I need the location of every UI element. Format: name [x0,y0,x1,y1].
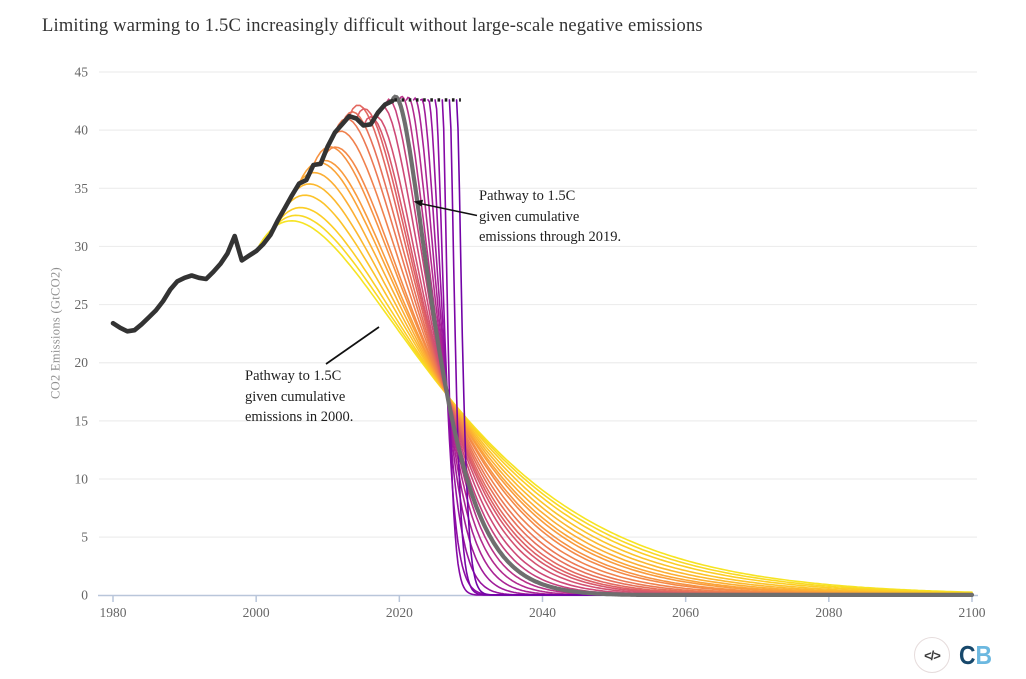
cb-wordmark: CB [959,640,992,671]
x-tick-label: 2040 [529,605,556,620]
annotation-line: emissions in 2000. [245,409,354,425]
y-tick-label: 20 [75,355,89,370]
y-tick-label: 25 [75,297,89,312]
annotation-pathway-2000: Pathway to 1.5C given cumulative emissio… [245,366,353,428]
historical-line [110,98,395,334]
annotation-line-2000 [325,326,380,365]
chart-title: Limiting warming to 1.5C increasingly di… [42,16,703,36]
carbon-brief-logo: </> CB [914,637,997,673]
x-tick-label: 2080 [815,605,842,620]
y-tick-label: 30 [75,239,89,254]
y-tick-label: 35 [75,181,89,196]
annotation-line: Pathway to 1.5C [479,188,576,204]
pathway-curve-2025 [434,99,973,596]
y-tick-label: 15 [75,413,89,428]
annotation-line: given cumulative [479,208,580,225]
pathway-curve-2022 [412,96,973,596]
pathway-curve-2005 [291,171,973,596]
pathway-curve-2026 [441,99,973,596]
cb-letter-b: B [975,639,993,670]
pathway-curve-2001 [262,214,973,594]
x-tick-label: 2100 [958,605,985,620]
annotation-line: emissions through 2019. [479,229,622,245]
annotation-arrowhead-2019 [413,199,423,207]
pathway-curve-2006 [298,161,973,596]
annotation-line: Pathway to 1.5C [245,368,342,384]
pathway-curve-2024 [427,99,973,596]
y-tick-label: 0 [81,587,88,602]
pathway-curve-2003 [276,194,973,595]
cb-letter-c: C [959,639,976,670]
annotation-line: given cumulative [245,388,346,405]
y-tick-label: 5 [81,530,88,545]
x-tick-label: 2000 [243,605,270,620]
pathway-curve-2019-gray [390,94,975,597]
y-axis-label: CO2 Emissions (GtCO2) [48,266,63,400]
x-tick-label: 2020 [386,605,413,620]
annotation-pathway-2019: Pathway to 1.5C given cumulative emissio… [479,186,621,248]
pathway-curve-2027 [448,99,973,596]
annotation-arrow-2019 [419,202,478,217]
code-icon: </> [914,637,950,673]
x-tick-label: 2060 [672,605,699,620]
pathway-curve-2000 [255,219,973,593]
pathway-curve-2002 [269,206,973,595]
y-tick-label: 40 [75,123,89,138]
pathway-curve-2008 [312,146,973,596]
y-tick-label: 45 [75,65,89,80]
pathway-curve-2020 [398,95,973,596]
x-tick-label: 1980 [100,605,127,620]
y-tick-label: 10 [75,472,89,487]
pathway-curve-2017 [377,105,973,596]
